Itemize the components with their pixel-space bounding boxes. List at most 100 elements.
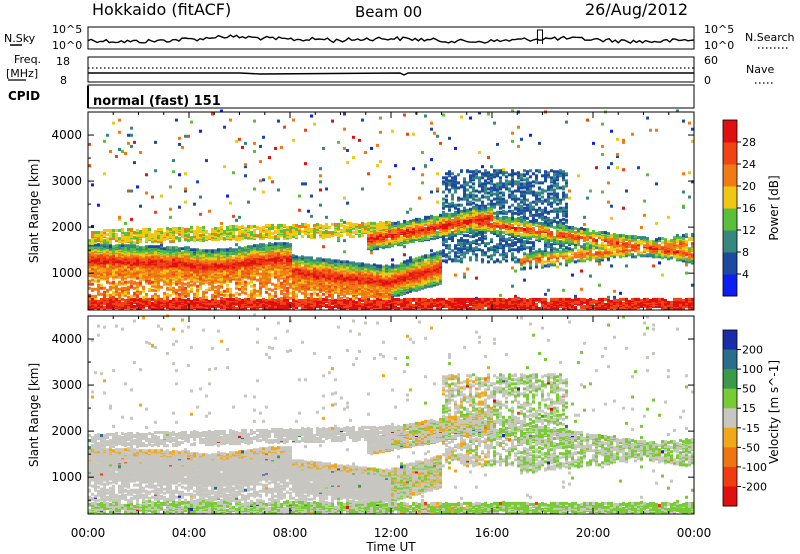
heatmap-cell xyxy=(259,243,262,247)
heatmap-cell xyxy=(199,212,202,216)
heatmap-cell xyxy=(199,129,202,133)
heatmap-cell xyxy=(100,235,103,239)
heatmap-cell xyxy=(271,294,274,298)
heatmap-cell xyxy=(223,262,226,266)
heatmap-cell xyxy=(346,228,349,232)
heatmap-cell xyxy=(157,300,160,304)
heatmap-cell xyxy=(151,282,154,286)
heatmap-cell xyxy=(151,265,154,269)
heatmap-cell xyxy=(97,303,100,307)
heatmap-cell xyxy=(175,236,178,240)
heatmap-cell xyxy=(238,287,241,291)
heatmap-cell xyxy=(346,148,349,152)
heatmap-cell xyxy=(334,298,337,302)
freq-top-tick: 18 xyxy=(56,55,70,68)
heatmap-cell xyxy=(352,235,355,239)
heatmap-cell xyxy=(211,260,214,264)
heatmap-cell xyxy=(91,239,94,243)
heatmap-cell xyxy=(256,307,259,310)
heatmap-cell xyxy=(94,271,97,275)
heatmap-cell xyxy=(358,223,361,227)
heatmap-cell xyxy=(193,248,196,252)
heatmap-cell xyxy=(220,248,223,252)
heatmap-cell xyxy=(97,289,100,293)
heatmap-cell xyxy=(112,290,115,294)
heatmap-cell xyxy=(214,277,217,281)
heatmap-cell xyxy=(127,189,130,193)
heatmap-cell xyxy=(175,298,178,302)
heatmap-cell xyxy=(97,307,100,310)
heatmap-cell xyxy=(127,239,130,243)
heatmap-cell xyxy=(253,231,256,235)
heatmap-cell xyxy=(274,307,277,310)
heatmap-cell xyxy=(232,248,235,252)
heatmap-cell xyxy=(163,276,166,280)
heatmap-cell xyxy=(376,164,379,168)
heatmap-cell xyxy=(385,264,388,268)
heatmap-cell xyxy=(274,237,277,241)
heatmap-cell xyxy=(292,233,295,237)
heatmap-cell xyxy=(259,144,262,148)
heatmap-cell xyxy=(199,234,202,238)
heatmap-cell xyxy=(160,297,163,301)
heatmap-cell xyxy=(220,298,223,302)
heatmap-cell xyxy=(232,227,235,231)
heatmap-cell xyxy=(97,285,100,289)
heatmap-cell xyxy=(181,251,184,255)
heatmap-cell xyxy=(157,302,160,306)
heatmap-cell xyxy=(94,279,97,283)
heatmap-cell xyxy=(166,282,169,286)
heatmap-cell xyxy=(289,277,292,281)
heatmap-cell xyxy=(91,278,94,282)
heatmap-cell xyxy=(292,235,295,239)
heatmap-cell xyxy=(172,289,175,293)
heatmap-cell xyxy=(379,234,382,238)
heatmap-cell xyxy=(223,289,226,293)
heatmap-cell xyxy=(247,300,250,304)
heatmap-cell xyxy=(127,231,130,235)
heatmap-cell xyxy=(118,287,121,291)
heatmap-cell xyxy=(292,269,295,273)
heatmap-cell xyxy=(268,287,271,291)
heatmap-cell xyxy=(139,204,142,208)
heatmap-cell xyxy=(160,236,163,240)
heatmap-cell xyxy=(178,263,181,267)
heatmap-cell xyxy=(235,224,238,228)
heatmap-cell xyxy=(160,194,163,198)
heatmap-cell xyxy=(172,255,175,259)
heatmap-cell xyxy=(259,274,262,278)
heatmap-cell xyxy=(319,230,322,234)
heatmap-cell xyxy=(88,142,91,146)
heatmap-cell xyxy=(325,222,328,226)
heatmap-cell xyxy=(199,286,202,290)
heatmap-cell xyxy=(91,259,94,263)
heatmap-cell xyxy=(244,231,247,235)
heatmap-cell xyxy=(118,252,121,256)
heatmap-cell xyxy=(223,303,226,307)
heatmap-cell xyxy=(208,235,211,239)
heatmap-cell xyxy=(292,225,295,229)
heatmap-cell xyxy=(169,304,172,308)
heatmap-cell xyxy=(358,267,361,271)
heatmap-cell xyxy=(190,287,193,291)
heatmap-cell xyxy=(367,172,370,176)
heatmap-cell xyxy=(304,276,307,280)
heatmap-cell xyxy=(130,232,133,236)
heatmap-cell xyxy=(178,237,181,241)
heatmap-cell xyxy=(175,290,178,294)
heatmap-cell xyxy=(184,172,187,176)
heatmap-cell xyxy=(313,279,316,283)
heatmap-cell xyxy=(340,296,343,300)
heatmap-cell xyxy=(139,150,142,154)
heatmap-cell xyxy=(319,282,322,286)
heatmap-cell xyxy=(250,280,253,284)
heatmap-cell xyxy=(277,188,280,192)
heatmap-cell xyxy=(247,271,250,275)
heatmap-cell xyxy=(205,295,208,299)
heatmap-cell xyxy=(196,233,199,237)
heatmap-cell xyxy=(298,268,301,272)
heatmap-cell xyxy=(277,277,280,281)
heatmap-cell xyxy=(226,307,229,310)
heatmap-cell xyxy=(112,303,115,307)
